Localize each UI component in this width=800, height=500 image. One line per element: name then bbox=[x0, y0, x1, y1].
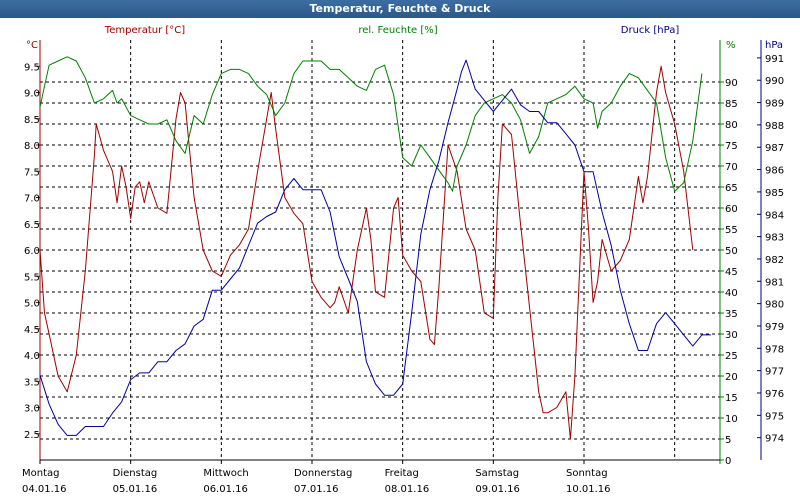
unit-pressure: hPa bbox=[765, 40, 783, 51]
tick-label-humidity: 45 bbox=[725, 267, 738, 278]
tick-label-temperature: 8.5 bbox=[24, 115, 40, 126]
tick-label-temperature: 6.0 bbox=[24, 246, 40, 257]
unit-temperature: °C bbox=[26, 40, 38, 51]
tick-label-humidity: 60 bbox=[725, 204, 738, 215]
tick-label-pressure: 988 bbox=[765, 121, 784, 132]
tick-label-pressure: 986 bbox=[765, 166, 784, 177]
x-tick-date: 10.01.16 bbox=[566, 484, 611, 495]
tick-label-humidity: 65 bbox=[725, 183, 738, 194]
x-tick-day: Dienstag bbox=[113, 468, 158, 479]
tick-label-temperature: 5.0 bbox=[24, 299, 40, 310]
tick-label-humidity: 25 bbox=[725, 351, 738, 362]
tick-label-temperature: 7.5 bbox=[24, 167, 40, 178]
tick-label-temperature: 5.5 bbox=[24, 272, 40, 283]
tick-label-humidity: 10 bbox=[725, 414, 738, 425]
x-tick-date: 09.01.16 bbox=[475, 484, 520, 495]
axis-label-humidity: rel. Feuchte [%] bbox=[358, 25, 437, 36]
x-tick-day: Mittwoch bbox=[203, 468, 248, 479]
tick-label-temperature: 3.0 bbox=[24, 404, 40, 415]
tick-label-humidity: 35 bbox=[725, 309, 738, 320]
x-tick-day: Samstag bbox=[475, 468, 519, 479]
tick-label-humidity: 20 bbox=[725, 372, 738, 383]
tick-label-pressure: 982 bbox=[765, 255, 784, 266]
tick-label-humidity: 90 bbox=[725, 78, 738, 89]
tick-label-humidity: 40 bbox=[725, 288, 738, 299]
tick-label-humidity: 50 bbox=[725, 246, 738, 257]
tick-label-humidity: 15 bbox=[725, 393, 738, 404]
axis-label-pressure: Druck [hPa] bbox=[621, 25, 680, 36]
tick-label-pressure: 990 bbox=[765, 76, 784, 87]
x-tick-day: Sonntag bbox=[566, 468, 608, 479]
tick-label-temperature: 9.0 bbox=[24, 89, 40, 100]
x-tick-day: Montag bbox=[22, 468, 59, 479]
tick-label-pressure: 981 bbox=[765, 277, 784, 288]
tick-label-pressure: 978 bbox=[765, 344, 784, 355]
tick-label-humidity: 80 bbox=[725, 120, 738, 131]
tick-label-pressure: 987 bbox=[765, 143, 784, 154]
x-tick-day: Donnerstag bbox=[294, 468, 352, 479]
tick-label-pressure: 989 bbox=[765, 99, 784, 110]
grid bbox=[40, 40, 720, 460]
tick-label-humidity: 5 bbox=[725, 435, 731, 446]
tick-label-humidity: 30 bbox=[725, 330, 738, 341]
tick-label-pressure: 983 bbox=[765, 233, 784, 244]
tick-label-pressure: 977 bbox=[765, 367, 784, 378]
tick-label-temperature: 6.5 bbox=[24, 220, 40, 231]
tick-label-pressure: 984 bbox=[765, 210, 784, 221]
tick-label-temperature: 9.5 bbox=[24, 62, 40, 73]
tick-label-humidity: 55 bbox=[725, 225, 738, 236]
tick-label-temperature: 2.5 bbox=[24, 430, 40, 441]
tick-label-temperature: 4.5 bbox=[24, 325, 40, 336]
tick-label-pressure: 991 bbox=[765, 54, 784, 65]
axis-label-temperature: Temperatur [°C] bbox=[104, 25, 185, 36]
tick-label-temperature: 4.0 bbox=[24, 351, 40, 362]
x-tick-date: 05.01.16 bbox=[113, 484, 158, 495]
tick-label-humidity: 85 bbox=[725, 99, 738, 110]
tick-label-temperature: 8.0 bbox=[24, 141, 40, 152]
x-tick-date: 04.01.16 bbox=[22, 484, 67, 495]
series-layer bbox=[39, 56, 711, 440]
tick-label-pressure: 975 bbox=[765, 411, 784, 422]
tick-label-temperature: 3.5 bbox=[24, 377, 40, 388]
plot-frame bbox=[36, 40, 762, 464]
tick-label-pressure: 985 bbox=[765, 188, 784, 199]
tick-labels: 2.5 3.0 3.5 4.0 4.5 5.0 5.5 6.0 6.5 7.0 7.5 8.0 8.5 9… bbox=[22, 54, 784, 495]
series-line-temp bbox=[39, 65, 694, 440]
tick-label-humidity: 70 bbox=[725, 162, 738, 173]
x-tick-date: 06.01.16 bbox=[203, 484, 248, 495]
tick-label-pressure: 976 bbox=[765, 389, 784, 400]
series-line-press bbox=[39, 59, 711, 436]
window-title: Temperatur, Feuchte & Druck bbox=[0, 0, 800, 18]
x-tick-day: Freitag bbox=[385, 468, 419, 479]
tick-label-humidity: 0 bbox=[725, 456, 731, 467]
tick-label-humidity: 75 bbox=[725, 141, 738, 152]
tick-label-pressure: 974 bbox=[765, 434, 784, 445]
x-tick-date: 08.01.16 bbox=[385, 484, 430, 495]
x-tick-date: 07.01.16 bbox=[294, 484, 339, 495]
unit-humidity: % bbox=[726, 40, 736, 51]
tick-label-pressure: 980 bbox=[765, 300, 784, 311]
series-line-hum bbox=[39, 56, 703, 192]
tick-label-pressure: 979 bbox=[765, 322, 784, 333]
tick-label-temperature: 7.0 bbox=[24, 194, 40, 205]
